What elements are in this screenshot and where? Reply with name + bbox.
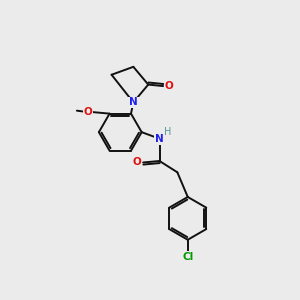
Text: H: H bbox=[164, 127, 172, 137]
Text: Cl: Cl bbox=[182, 252, 194, 262]
Text: N: N bbox=[155, 134, 164, 144]
Text: O: O bbox=[133, 158, 142, 167]
Text: O: O bbox=[83, 107, 92, 117]
Text: O: O bbox=[165, 81, 173, 91]
Text: N: N bbox=[129, 97, 138, 107]
